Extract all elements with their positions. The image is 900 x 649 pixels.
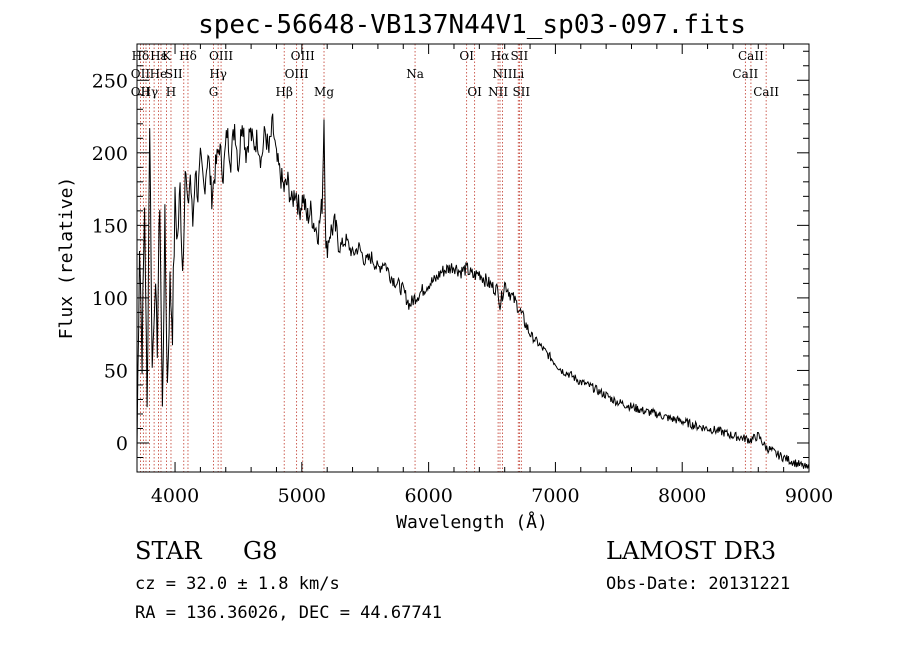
plot-frame	[136, 43, 810, 473]
line-label-upper-8: SII	[511, 49, 529, 63]
line-label-middle-0: OII	[131, 67, 151, 81]
line-label-lower-2: H	[166, 85, 176, 99]
spectral-line-markers	[140, 44, 767, 472]
line-label-lower-4: Hβ	[276, 85, 293, 99]
y-axis-label: Flux (relative)	[56, 177, 77, 340]
line-label-upper-3: Hδ	[179, 49, 197, 63]
line-label-middle-7: Li	[512, 67, 524, 81]
spectrum-line	[136, 113, 810, 470]
x-tick-label-4: 8000	[658, 485, 706, 507]
x-axis-label: Wavelength (Å)	[396, 511, 548, 533]
survey-name: LAMOST DR3	[606, 537, 776, 565]
line-label-middle-2: SII	[165, 67, 183, 81]
line-label-middle-6: NII	[493, 67, 513, 81]
line-label-middle-1: He	[150, 67, 168, 81]
line-label-upper-5: OIII	[291, 49, 315, 63]
line-label-upper-0: Hδ	[132, 49, 150, 63]
line-label-middle-8: CaII	[732, 67, 758, 81]
y-tick-label-3: 150	[92, 215, 128, 237]
line-label-upper-4: OIII	[209, 49, 233, 63]
line-label-lower-3: G	[209, 85, 219, 99]
line-label-middle-3: Hγ	[209, 67, 227, 81]
y-tick-label-5: 250	[92, 70, 128, 92]
spectrum-series	[136, 113, 810, 470]
y-tick-label-1: 50	[104, 360, 128, 382]
object-type: STAR	[135, 537, 202, 565]
x-tick-label-5: 9000	[785, 485, 833, 507]
line-label-lower-0: OII	[131, 85, 151, 99]
line-label-middle-4: OIII	[285, 67, 309, 81]
x-tick-label-2: 6000	[404, 485, 452, 507]
line-label-lower-9: CaII	[753, 85, 779, 99]
y-tick-label-0: 0	[116, 433, 128, 455]
redshift-text: cz = 32.0 ± 1.8 km/s	[135, 574, 340, 594]
line-label-upper-1: Hε	[150, 49, 167, 63]
obs-date-text: Obs-Date: 20131221	[606, 574, 790, 594]
line-label-lower-1: Hγ	[141, 85, 159, 99]
line-label-upper-2: K	[162, 49, 172, 63]
subclass: G8	[243, 537, 277, 565]
line-label-lower-7: NII	[488, 85, 508, 99]
x-tick-label-0: 4000	[151, 485, 199, 507]
axis-ticks: 4000 5000 6000 7000 8000 9000 0 50 100 150 200 250	[92, 44, 833, 507]
line-label-upper-9: CaII	[738, 49, 764, 63]
line-label-lower-8: SII	[512, 85, 530, 99]
chart-title: spec-56648-VB137N44V1_sp03-097.fits	[198, 10, 746, 40]
line-label-lower-6: OI	[467, 85, 482, 99]
coords-text: RA = 136.36026, DEC = 44.67741	[135, 603, 442, 623]
line-label-middle-5: Na	[406, 67, 424, 81]
x-tick-label-1: 5000	[278, 485, 326, 507]
line-label-upper-7: Hα	[491, 49, 510, 63]
x-tick-label-3: 7000	[531, 485, 579, 507]
line-label-lower-5: Mg	[314, 85, 334, 99]
y-tick-label-2: 100	[92, 288, 128, 310]
y-tick-label-4: 200	[92, 143, 128, 165]
line-label-upper-6: OI	[459, 49, 474, 63]
